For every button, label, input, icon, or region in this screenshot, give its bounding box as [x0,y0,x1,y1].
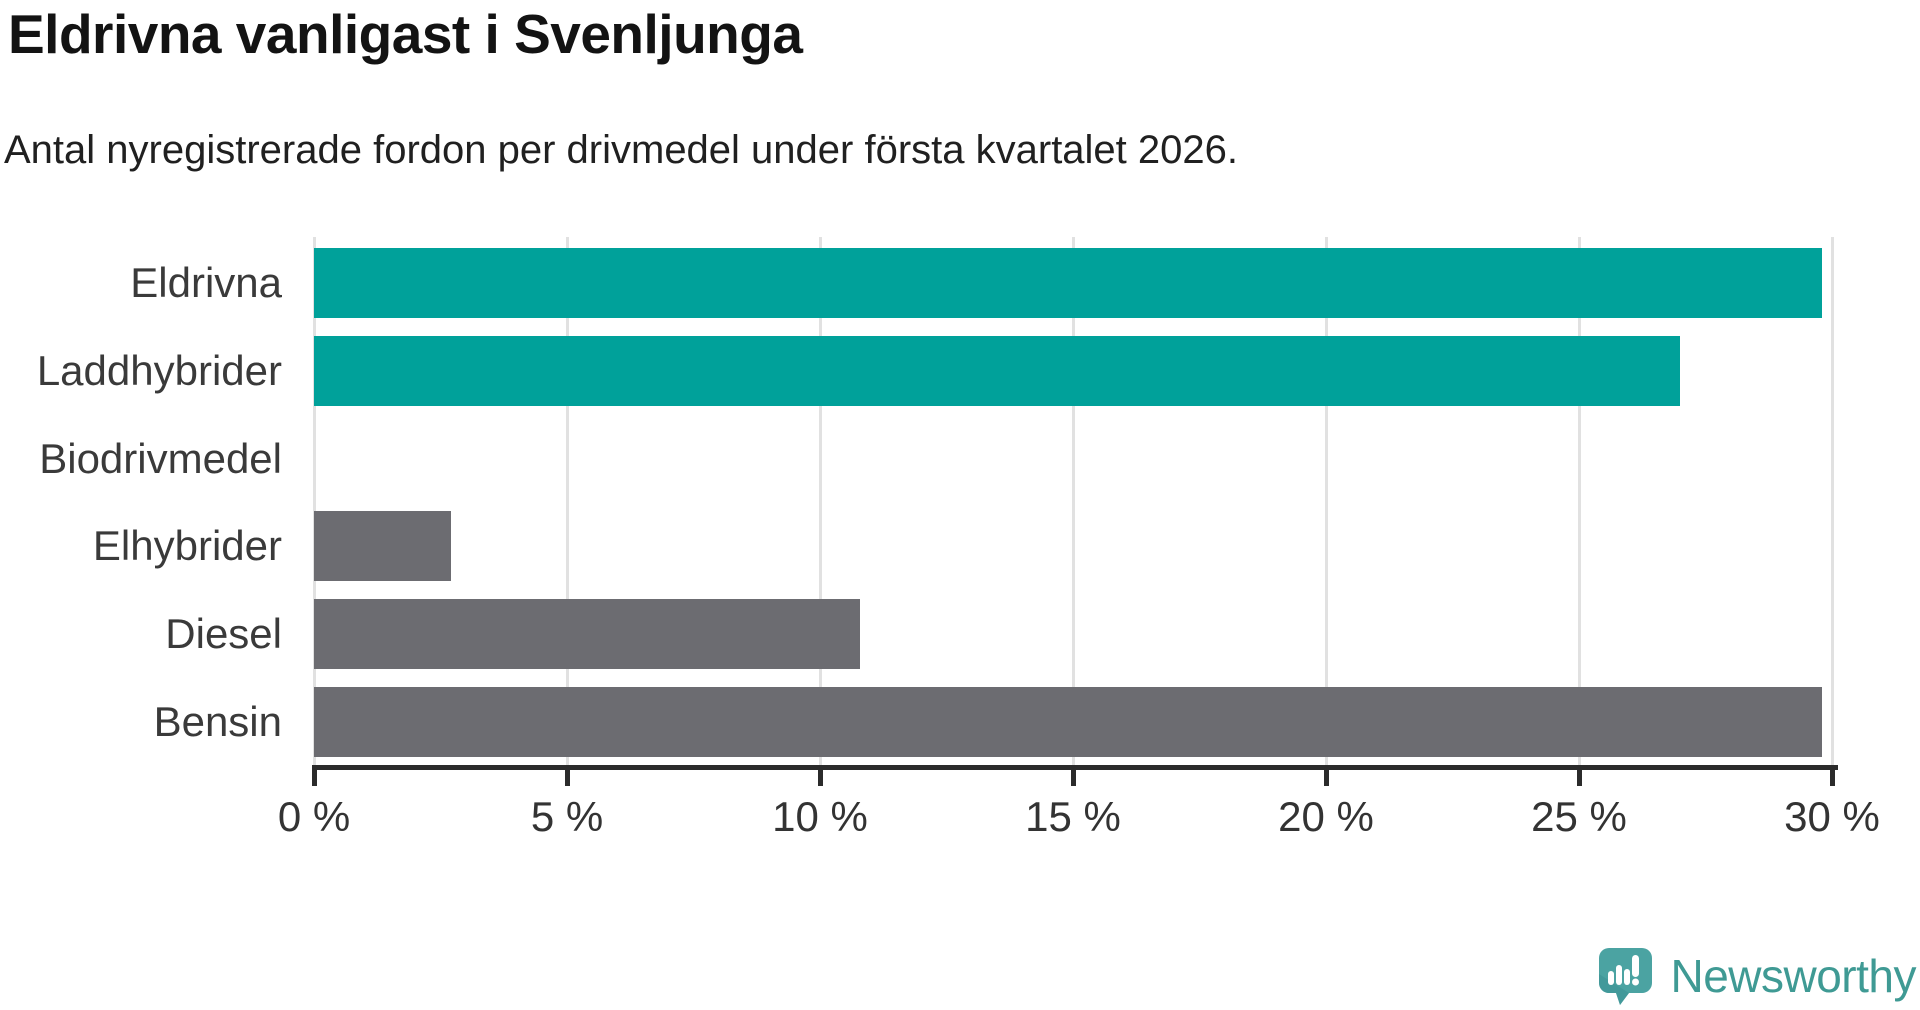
x-tick-15-percent [1070,765,1076,786]
x-tick-label-30-percent: 30 % [1784,793,1880,840]
x-tick-label-25-percent: 25 % [1531,793,1627,840]
x-tick-label-0-percent: 0 % [277,793,351,840]
category-label-laddhybrider: Laddhybrider [36,346,282,394]
bar-laddhybrider [314,335,1681,406]
x-tick-10-percent [817,765,823,786]
category-label-biodrivmedel: Biodrivmedel [39,434,282,482]
x-tick-0-percent [311,765,317,786]
category-label-eldrivna: Eldrivna [130,259,282,306]
x-tick-label-15-percent: 15 % [1025,793,1121,840]
x-tick-20-percent [1323,765,1329,786]
gridline-10-percent [818,237,822,765]
gridline-25-percent [1577,237,1581,765]
gridline-20-percent [1324,237,1328,765]
gridline-0-percent [312,237,316,765]
bar-diesel [314,599,861,670]
chart-title: Eldrivna vanligast i Svenljunga [8,3,803,65]
x-tick-label-20-percent: 20 % [1278,793,1374,840]
x-tick-label-10-percent: 10 % [772,793,868,840]
newsworthy-icon [1599,947,1653,1005]
x-tick-5-percent [564,765,570,786]
category-label-diesel: Diesel [165,610,282,658]
bar-bensin [314,687,1822,757]
gridline-30-percent [1830,237,1834,765]
gridline-15-percent [1071,237,1075,765]
newsworthy-logo: Newsworthy [1599,946,1916,1006]
category-label-elhybrider: Elhybrider [92,522,282,570]
newsworthy-wordmark: Newsworthy [1670,950,1916,1002]
x-tick-30-percent [1829,765,1835,786]
bar-elhybrider [314,511,451,582]
gridline-5-percent [565,237,569,765]
bar-eldrivna [314,248,1822,318]
x-tick-25-percent [1576,765,1582,786]
chart-subtitle: Antal nyregistrerade fordon per drivmede… [4,128,1239,172]
x-tick-label-5-percent: 5 % [530,793,604,840]
category-label-bensin: Bensin [153,698,282,745]
